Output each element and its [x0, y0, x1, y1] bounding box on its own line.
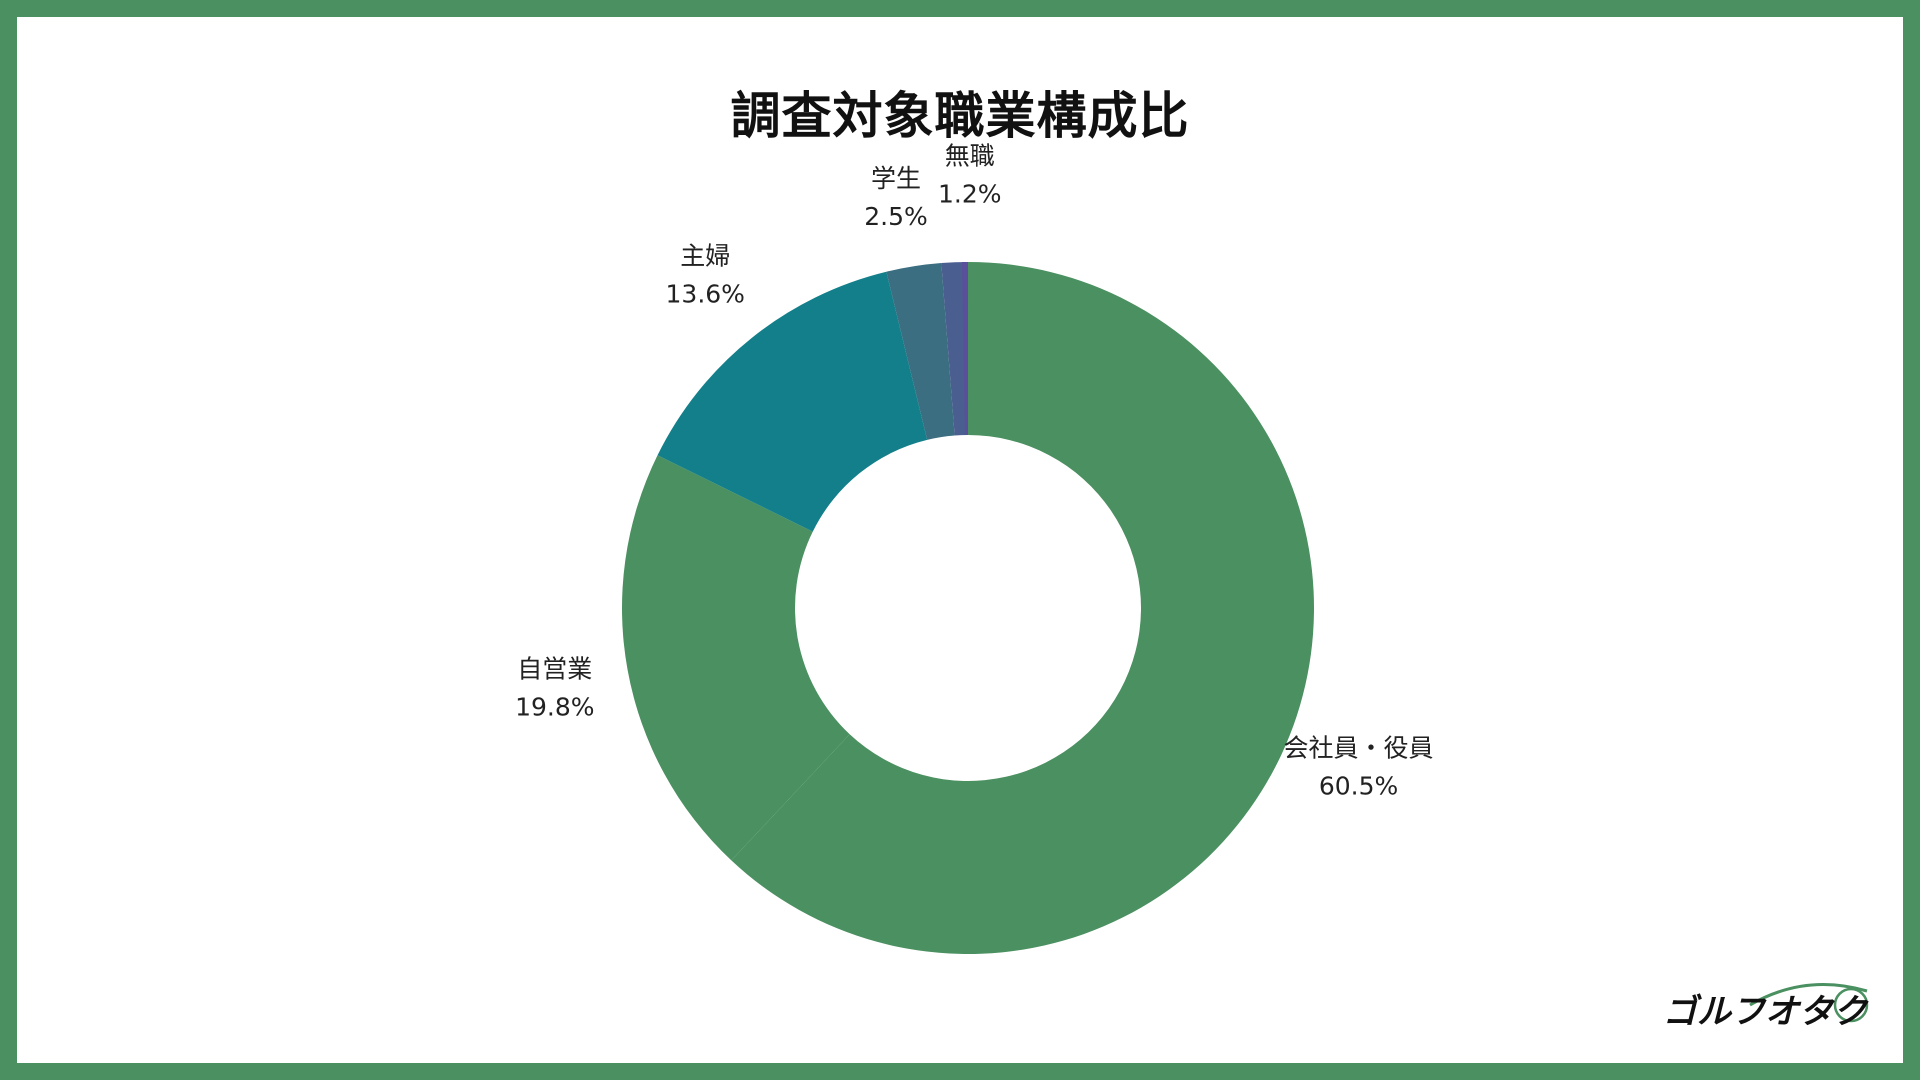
label-value-4: 1.2%: [938, 179, 1002, 208]
label-category-4: 無職: [945, 141, 995, 170]
donut-slice-3: [886, 263, 955, 440]
logo-swoosh: [1749, 983, 1868, 1007]
donut-slice-1: [621, 455, 850, 861]
donut-sliver: [961, 262, 968, 436]
donut-slice-4: [941, 262, 968, 436]
label-category-3: 学生: [871, 164, 921, 193]
label-value-2: 13.6%: [666, 279, 745, 308]
donut-slice-0: [731, 262, 1314, 954]
golf-otaku-logo: ゴルフオタク: [1663, 983, 1869, 1032]
chart-title: 調査対象職業構成比: [730, 87, 1190, 145]
logo-text: ゴルフオタク: [1663, 992, 1869, 1032]
label-value-1: 19.8%: [515, 692, 594, 721]
donut-slices: [621, 262, 1314, 954]
logo-ball-icon: [1833, 987, 1869, 1023]
slice-labels: 会社員・役員 60.5% 自営業 19.8% 主婦 13.6% 学生 2.5% 無職 1.2%: [515, 141, 1433, 800]
label-category-1: 自営業: [517, 654, 592, 683]
label-value-3: 2.5%: [864, 202, 928, 231]
label-category-2: 主婦: [680, 241, 730, 270]
label-category-0: 会社員・役員: [1284, 733, 1434, 762]
donut-slice-2: [657, 271, 928, 532]
label-value-0: 60.5%: [1319, 771, 1398, 800]
